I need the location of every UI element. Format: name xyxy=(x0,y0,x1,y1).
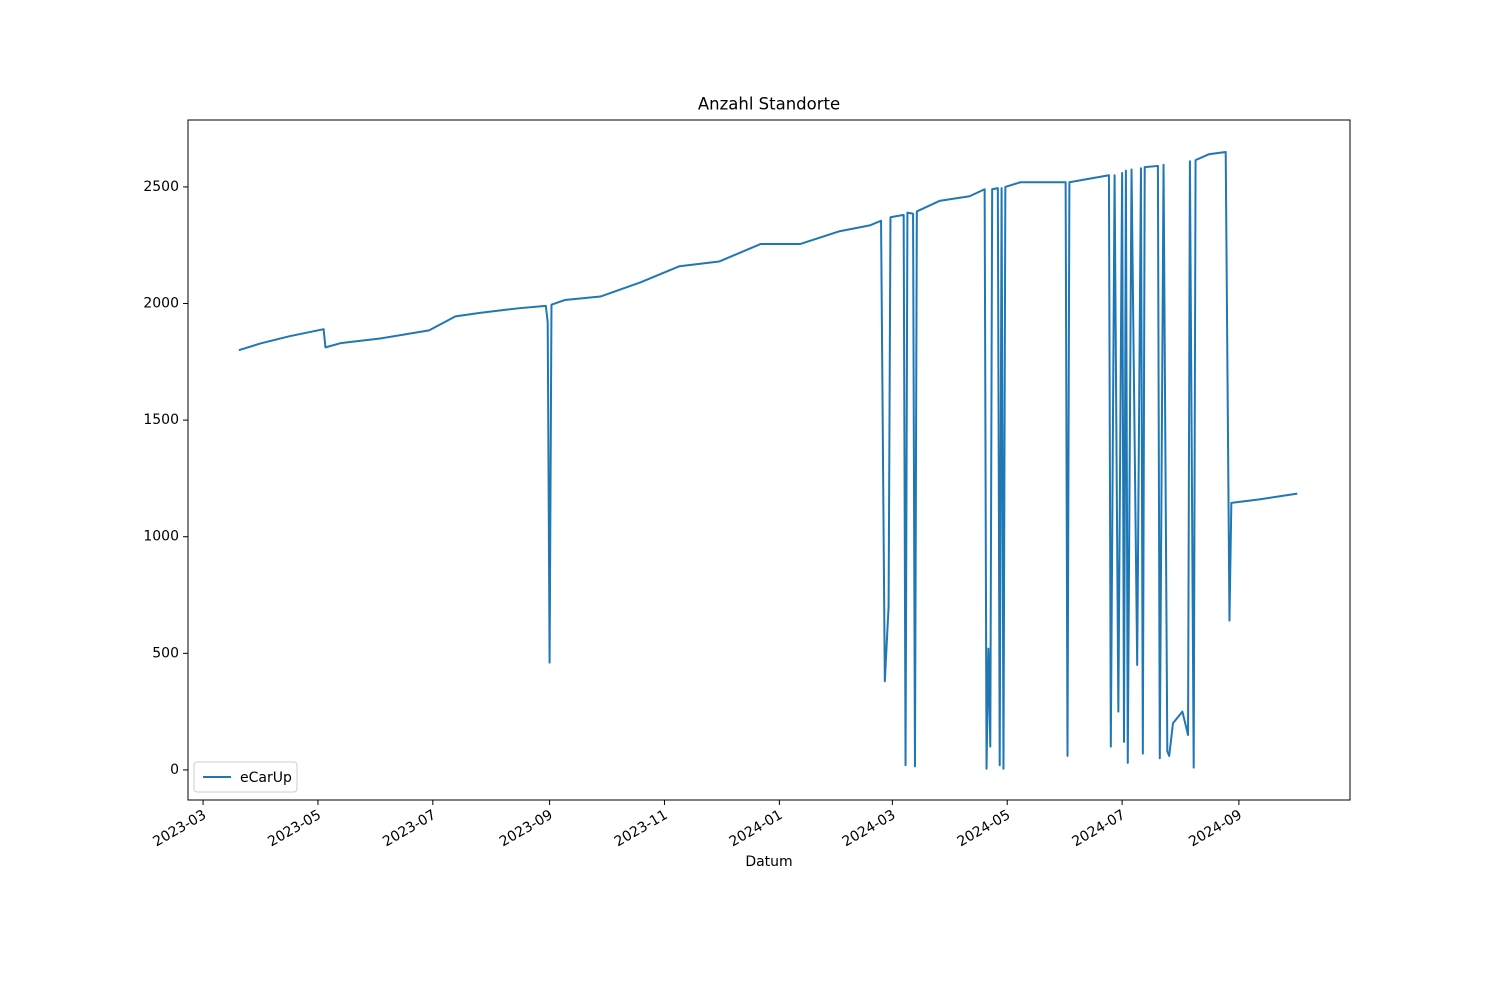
y-tick-label: 2000 xyxy=(143,296,179,312)
x-tick-label: 2024-03 xyxy=(840,807,899,850)
x-tick-label: 2023-09 xyxy=(497,807,556,850)
x-tick-label: 2023-03 xyxy=(150,807,209,850)
y-tick-label: 0 xyxy=(170,762,179,778)
y-tick-label: 500 xyxy=(152,645,179,661)
x-tick-label: 2024-07 xyxy=(1069,807,1128,850)
legend: eCarUp xyxy=(193,761,298,793)
x-tick-label: 2023-05 xyxy=(265,807,324,850)
y-tick-label: 1500 xyxy=(143,412,179,428)
x-tick-label: 2023-11 xyxy=(612,807,671,850)
x-tick-label: 2024-01 xyxy=(727,807,786,850)
x-tick-label: 2024-05 xyxy=(955,807,1014,850)
x-tick-label: 2023-07 xyxy=(380,807,439,850)
x-axis-label: Datum xyxy=(745,854,792,870)
data-line xyxy=(238,150,1298,770)
chart-title: Anzahl Standorte xyxy=(698,95,840,114)
legend-box xyxy=(193,761,298,793)
y-tick-label: 1000 xyxy=(143,529,179,545)
y-tick-label: 2500 xyxy=(143,179,179,195)
plot-frame xyxy=(187,119,1351,801)
x-tick-label: 2024-09 xyxy=(1186,807,1245,850)
legend-label: eCarUp xyxy=(240,770,292,786)
